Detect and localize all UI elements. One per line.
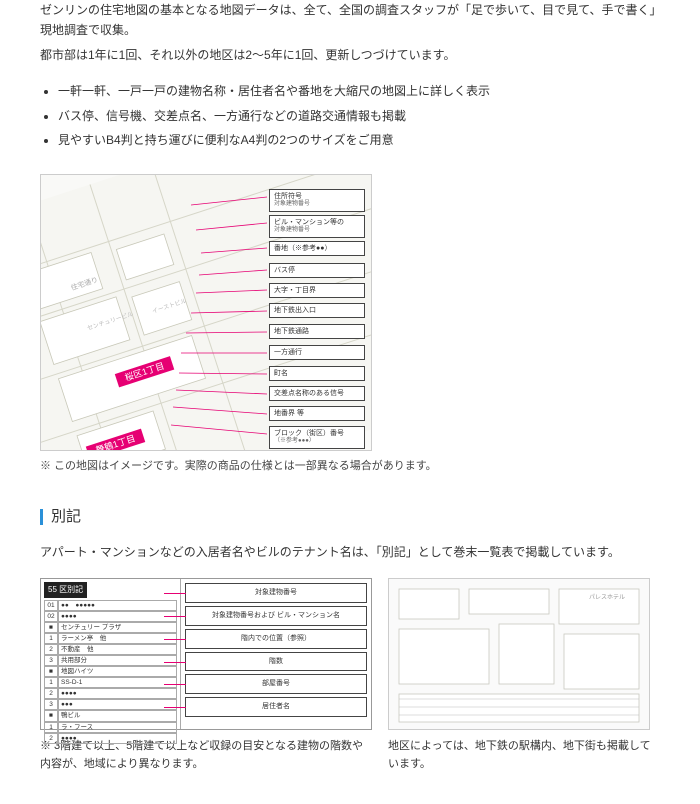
map-callout: 地番界 等 — [269, 406, 365, 421]
bekki-labels: 対象建物番号 対象建物番号および ビル・マンション名 階内での位置（参照） 階数… — [181, 579, 371, 729]
map-callout: 住所符号対象建物番号 — [269, 189, 365, 212]
svg-text:パレスホテル: パレスホテル — [589, 594, 625, 601]
intro-block: ゼンリンの住宅地図の基本となる地図データは、全て、全国の調査スタッフが「足で歩い… — [40, 0, 660, 65]
bekki-figure: 55 区別記 01●● ●●●●● 02●●●● ■センチュリー プラザ 1ラー… — [40, 578, 372, 730]
map-note: ※ この地図はイメージです。実際の商品の仕様とは一部異なる場合があります。 — [40, 457, 660, 476]
bekki-table: 01●● ●●●●● 02●●●● ■センチュリー プラザ 1ラーメン亭 他 2… — [44, 600, 177, 744]
map-callout: 地下鉄通路 — [269, 324, 365, 339]
bekki-label: 対象建物番号 — [185, 583, 367, 603]
map-callout: 大字・丁目界 — [269, 283, 365, 298]
map-callout: 番地（※参考●●） — [269, 241, 365, 256]
section-title-text: 別記 — [51, 504, 81, 530]
map-figure: 桜区1丁目 舞鶴1丁目 住宅通り センチュリービル イーストビル — [40, 174, 372, 451]
section-title: 別記 — [40, 504, 660, 530]
map-callout: 町名 — [269, 366, 365, 381]
bekki-label: 階内での位置（参照） — [185, 629, 367, 649]
map-callout: ビル・マンション等の対象建物番号 — [269, 215, 365, 238]
map-callout: ブロック（街区）番号（※参考●●●） — [269, 426, 365, 449]
bekki-label: 部屋番号 — [185, 674, 367, 694]
caption-right: 地区によっては、地下鉄の駅構内、地下街も掲載しています。 — [388, 738, 660, 773]
bekki-header: 55 区別記 — [44, 582, 87, 598]
title-bar-icon — [40, 509, 43, 525]
bekki-intro: アパート・マンションなどの入居者名やビルのテナント名は、「別記」として巻末一覧表… — [40, 542, 660, 562]
bekki-label: 階数 — [185, 652, 367, 672]
map-callout: 地下鉄出入口 — [269, 303, 365, 318]
feature-item: 一軒一軒、一戸一戸の建物名称・居住者名や番地を大縮尺の地図上に詳しく表示 — [58, 81, 660, 101]
map-callout: 一方通行 — [269, 345, 365, 360]
map-callout: バス停 — [269, 263, 365, 278]
feature-item: バス停、信号機、交差点名、一方通行などの道路交通情報も掲載 — [58, 106, 660, 126]
feature-item: 見やすいB4判と持ち運びに便利なA4判の2つのサイズをご用意 — [58, 130, 660, 150]
map2-figure: パレスホテル — [388, 578, 650, 730]
bekki-label: 居住者名 — [185, 697, 367, 717]
map-callout: 交差点名称のある信号 — [269, 386, 365, 401]
intro-p1: ゼンリンの住宅地図の基本となる地図データは、全て、全国の調査スタッフが「足で歩い… — [40, 0, 660, 41]
feature-list: 一軒一軒、一戸一戸の建物名称・居住者名や番地を大縮尺の地図上に詳しく表示 バス停… — [40, 81, 660, 150]
bekki-label: 対象建物番号および ビル・マンション名 — [185, 606, 367, 626]
intro-p2: 都市部は1年に1回、それ以外の地区は2〜5年に1回、更新しつづけています。 — [40, 45, 660, 65]
